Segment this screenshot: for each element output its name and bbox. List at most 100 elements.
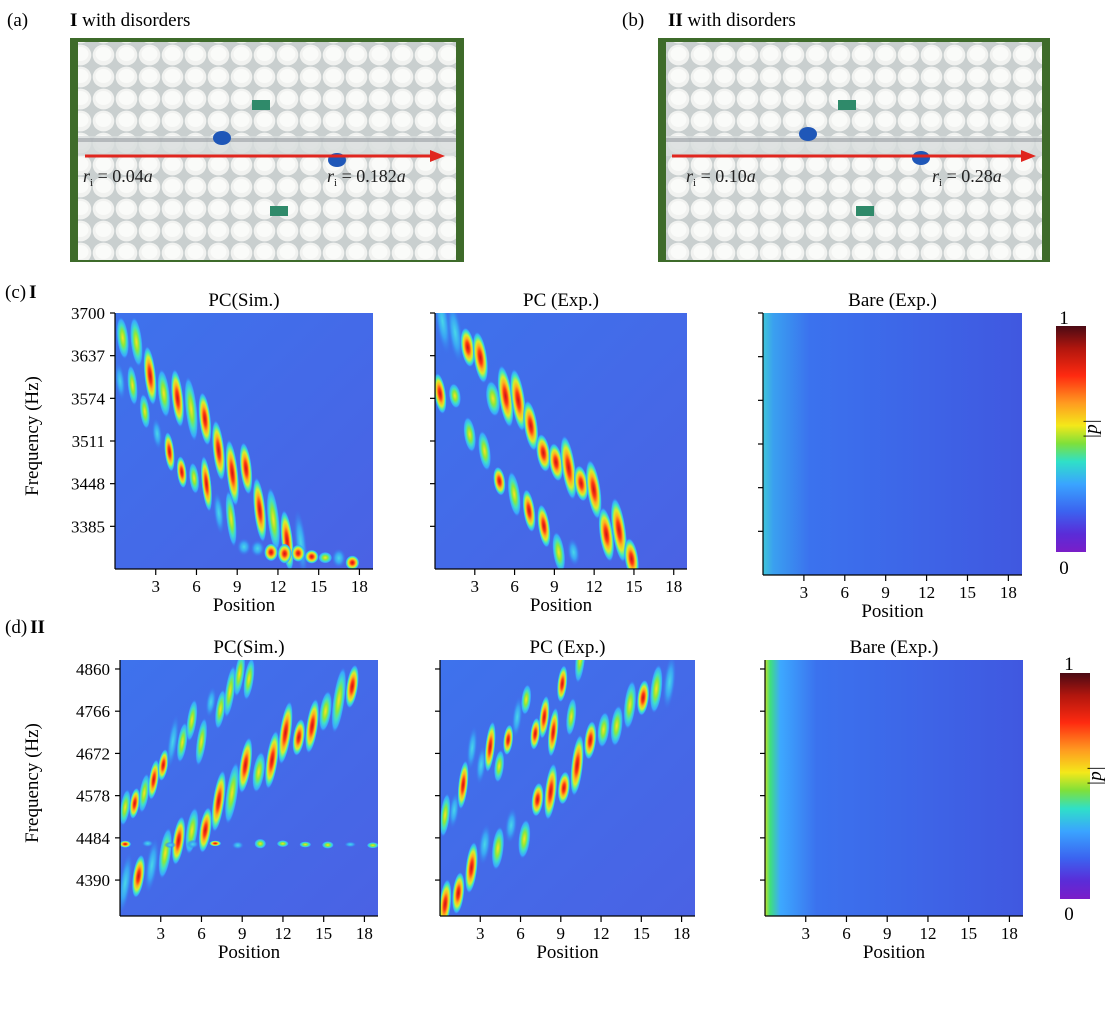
colorbar-d (1060, 673, 1090, 899)
heatmap-lobe (344, 841, 357, 848)
heatmap-lobe (318, 551, 333, 564)
heatmap-lobe (493, 466, 506, 496)
heatmap-lobe (213, 491, 225, 535)
x-tick-label: 6 (516, 924, 525, 943)
x-tick-label: 15 (960, 924, 977, 943)
heatmap-lobe (239, 442, 253, 495)
y-tick-label: 4390 (76, 871, 110, 890)
heatmap-lobe (252, 751, 266, 793)
heatmap-lobe (129, 316, 143, 367)
heatmap-lobe (211, 770, 227, 833)
panel-a-letter: (a) (7, 10, 28, 31)
heatmap-lobe (195, 717, 208, 766)
heatmap-lobe (538, 695, 550, 739)
heatmap-lobe (127, 364, 138, 406)
heatmap-lobe (331, 666, 347, 734)
axes-d-exp: PC (Exp.) 3 6 9 12 15 18 Position (435, 637, 695, 963)
heatmap-lobe (115, 362, 126, 401)
heatmap-lobe (517, 819, 531, 859)
x-tick-label: 15 (310, 577, 327, 596)
heatmap-lobe (435, 372, 447, 415)
heatmap-lobe (170, 368, 185, 428)
heatmap-lobe (299, 841, 312, 848)
heatmap-lobe (585, 459, 602, 520)
heatmap-lobe (484, 721, 496, 773)
heatmap-lobe (345, 555, 360, 569)
heatmap-lobe (164, 841, 177, 849)
heatmap-lobe (435, 313, 451, 355)
x-tick-label: 3 (476, 924, 485, 943)
x-tick-label: 6 (842, 924, 851, 943)
x-tick-label: 15 (625, 577, 642, 596)
axes-c-sim: PC(Sim.) 3 6 9 12 15 18 Position 3385 3448 3511 357… (22, 290, 373, 616)
y-tick-label: 4484 (76, 829, 111, 848)
heatmap-lobe (141, 839, 154, 848)
heatmap-lobe (567, 538, 580, 567)
heatmap-lobe (231, 841, 244, 850)
heatmap-lobe (522, 489, 536, 533)
heatmap-lobe (636, 679, 650, 716)
axes-d-sim: PC(Sim.) 3 6 9 12 15 18 Position 4390 4484 4578 467… (22, 637, 378, 963)
heatmap-lobe (570, 734, 584, 797)
heatmap-lobe (120, 789, 131, 826)
y-tick-label: 3637 (71, 347, 106, 366)
heatmap-lobe (522, 400, 539, 451)
blue-cylinder (799, 127, 817, 141)
colorbar-c-min: 0 (1059, 558, 1069, 579)
heatmap-lobe (511, 696, 523, 739)
heatmap-lobe (491, 826, 505, 871)
heatmap-lobe (243, 660, 255, 701)
heatmap-lobe (472, 331, 489, 384)
y-tick-label: 3511 (72, 432, 105, 451)
axes-c-bare: Bare (Exp.) 3 6 9 12 15 18 Position (758, 290, 1022, 622)
heatmap-lobe (237, 538, 251, 556)
heatmap-lobe (211, 420, 226, 481)
heatmap-lobe (200, 455, 213, 512)
x-axis-label: Position (536, 942, 599, 963)
photo-a (70, 38, 464, 262)
heatmap-lobe (157, 749, 169, 782)
x-tick-label: 3 (156, 924, 165, 943)
x-axis-label: Position (218, 942, 281, 963)
heatmap-lobe (209, 840, 222, 847)
heatmap-lobe (475, 745, 487, 785)
heatmap-lobe (598, 507, 615, 562)
heatmap-lobe (597, 711, 610, 748)
heatmap-lobe (457, 760, 469, 810)
colorbar-d-max: 1 (1064, 654, 1074, 675)
photo-b (658, 38, 1050, 262)
green-cylinder (270, 206, 288, 216)
heatmap-lobe (321, 841, 334, 849)
heatmap-lobe (504, 807, 518, 844)
heatmap-d-exp (440, 660, 695, 916)
heatmap-lobe (573, 465, 589, 502)
x-tick-label: 9 (883, 924, 892, 943)
heatmap-lobe (276, 840, 289, 848)
heatmap-lobe (502, 724, 514, 756)
panel-d-label: (d) II (5, 617, 45, 638)
y-tick-label: 3574 (71, 389, 106, 408)
heatmap-lobe (544, 763, 558, 821)
x-tick-label: 12 (919, 924, 936, 943)
heatmap-lobe (171, 816, 186, 866)
y-tick-label: 4672 (76, 744, 110, 763)
heatmap-lobe (186, 699, 198, 742)
colorbar-d-min: 0 (1064, 904, 1074, 925)
panel-c-label: (c) I (5, 282, 37, 303)
x-tick-label: 6 (841, 583, 850, 602)
y-tick-label: 4578 (76, 787, 110, 806)
heatmap-lobe (565, 697, 577, 736)
axes-d-bare: Bare (Exp.) 3 6 9 12 15 18 Position (760, 637, 1023, 963)
heatmap-lobe (291, 544, 306, 562)
y-tick-label: 3448 (71, 475, 105, 494)
heatmap-lobe (623, 680, 637, 730)
heatmap-lobe (529, 717, 541, 750)
blue-cylinder (213, 131, 231, 145)
colorbar-d-label: |p| (1085, 766, 1106, 786)
x-axis-label: Position (863, 942, 926, 963)
green-cylinder (838, 100, 856, 110)
heatmap-lobe (176, 455, 188, 489)
heatmap-lobe (610, 705, 624, 747)
heatmap-lobe (116, 316, 130, 360)
heatmap-lobe (448, 383, 462, 409)
